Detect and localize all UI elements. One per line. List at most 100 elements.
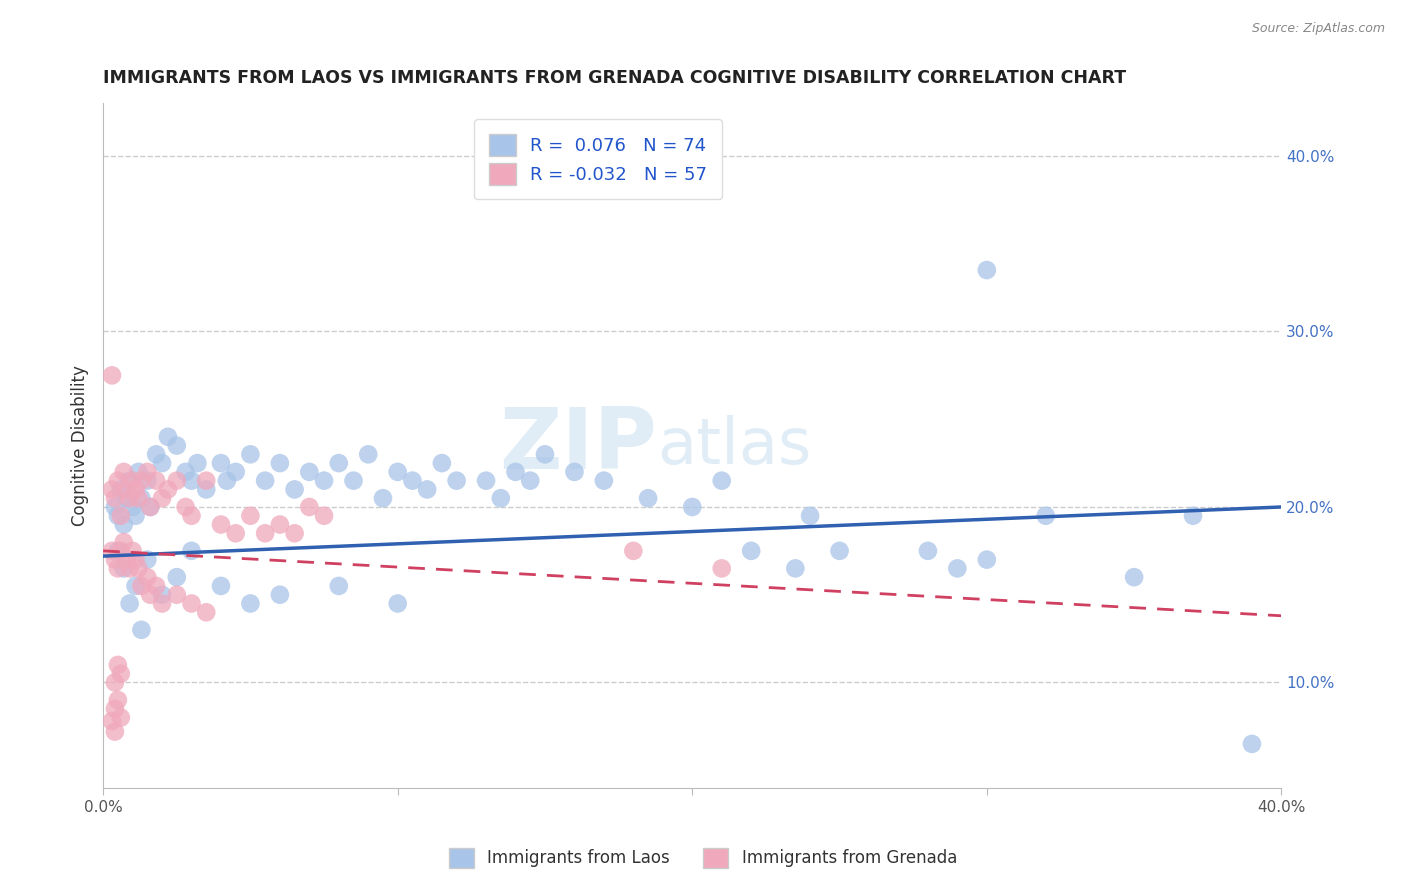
Point <box>209 517 232 532</box>
Point <box>166 438 188 452</box>
Point <box>156 430 179 444</box>
Y-axis label: Cognitive Disability: Cognitive Disability <box>72 365 89 526</box>
Point <box>387 597 409 611</box>
Point <box>131 491 153 506</box>
Point <box>121 474 143 488</box>
Point <box>740 544 762 558</box>
Point <box>621 544 644 558</box>
Point <box>110 508 132 523</box>
Point <box>180 508 202 523</box>
Point <box>104 491 127 506</box>
Point <box>131 579 153 593</box>
Point <box>101 714 124 728</box>
Point <box>150 456 173 470</box>
Point <box>269 588 291 602</box>
Point <box>180 597 202 611</box>
Point <box>118 491 141 506</box>
Point <box>284 526 307 541</box>
Point <box>174 465 197 479</box>
Legend: Immigrants from Laos, Immigrants from Grenada: Immigrants from Laos, Immigrants from Gr… <box>443 841 963 875</box>
Point <box>371 491 394 506</box>
Point <box>118 597 141 611</box>
Point <box>118 561 141 575</box>
Point <box>107 544 129 558</box>
Point <box>104 552 127 566</box>
Point <box>710 474 733 488</box>
Point <box>104 724 127 739</box>
Point <box>254 526 277 541</box>
Point <box>107 657 129 672</box>
Point <box>269 517 291 532</box>
Point <box>139 500 162 514</box>
Point <box>112 465 135 479</box>
Point <box>710 561 733 575</box>
Point <box>124 579 146 593</box>
Point <box>166 588 188 602</box>
Point <box>357 447 380 461</box>
Point <box>505 465 527 479</box>
Point <box>112 517 135 532</box>
Point <box>828 544 851 558</box>
Point <box>564 465 586 479</box>
Point <box>150 588 173 602</box>
Point <box>136 552 159 566</box>
Point <box>180 474 202 488</box>
Point <box>475 474 498 488</box>
Point <box>209 579 232 593</box>
Point <box>1240 737 1263 751</box>
Point <box>534 447 557 461</box>
Point <box>112 535 135 549</box>
Point <box>121 544 143 558</box>
Point <box>124 508 146 523</box>
Point <box>312 474 335 488</box>
Point <box>976 263 998 277</box>
Point <box>195 474 218 488</box>
Text: Source: ZipAtlas.com: Source: ZipAtlas.com <box>1251 22 1385 36</box>
Point <box>328 456 350 470</box>
Point <box>101 544 124 558</box>
Point <box>110 666 132 681</box>
Point <box>430 456 453 470</box>
Point <box>195 605 218 619</box>
Point <box>136 474 159 488</box>
Point <box>186 456 208 470</box>
Point <box>174 500 197 514</box>
Point <box>156 483 179 497</box>
Point <box>150 491 173 506</box>
Point <box>312 508 335 523</box>
Point <box>139 500 162 514</box>
Point <box>124 552 146 566</box>
Point <box>328 579 350 593</box>
Point <box>416 483 439 497</box>
Point <box>115 491 138 506</box>
Point <box>637 491 659 506</box>
Point <box>298 465 321 479</box>
Point <box>110 544 132 558</box>
Point <box>124 483 146 497</box>
Point <box>180 544 202 558</box>
Point <box>342 474 364 488</box>
Point <box>166 474 188 488</box>
Point <box>136 465 159 479</box>
Point <box>799 508 821 523</box>
Point <box>115 483 138 497</box>
Point <box>127 491 149 506</box>
Point <box>225 465 247 479</box>
Point <box>917 544 939 558</box>
Point <box>145 474 167 488</box>
Point <box>107 508 129 523</box>
Point <box>115 552 138 566</box>
Point <box>131 623 153 637</box>
Point <box>225 526 247 541</box>
Point <box>976 552 998 566</box>
Point <box>209 456 232 470</box>
Point <box>107 561 129 575</box>
Point <box>489 491 512 506</box>
Point <box>107 474 129 488</box>
Point <box>239 447 262 461</box>
Point <box>110 710 132 724</box>
Point <box>254 474 277 488</box>
Point <box>269 456 291 470</box>
Point <box>104 675 127 690</box>
Point <box>239 508 262 523</box>
